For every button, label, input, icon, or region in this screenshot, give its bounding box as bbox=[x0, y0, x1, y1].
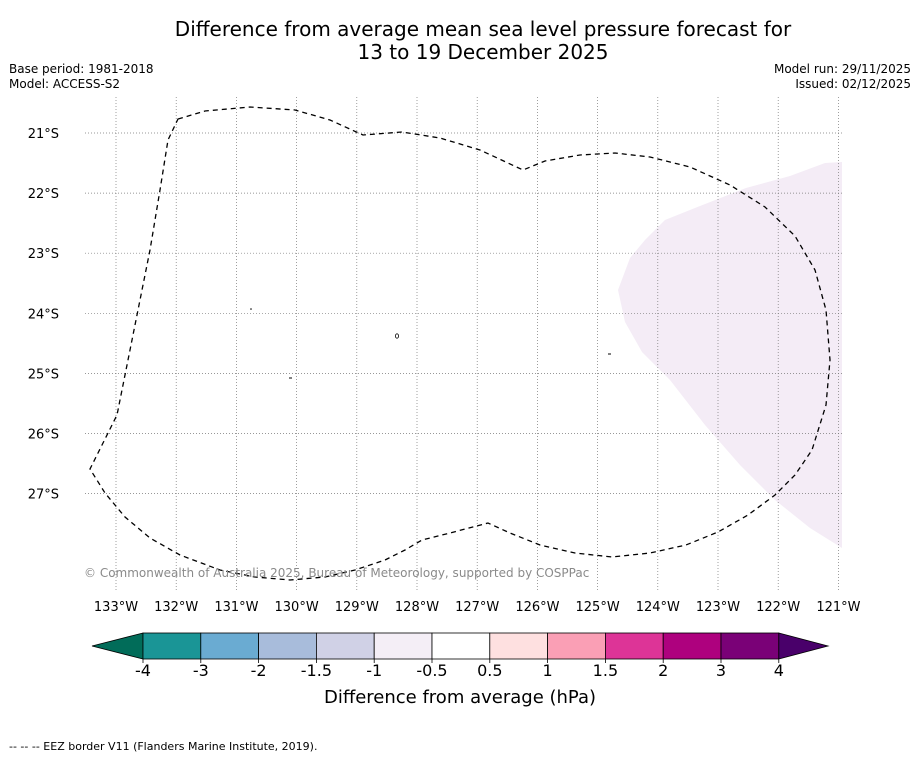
longitude-label: 124°W bbox=[636, 600, 680, 615]
colorbar-swatch bbox=[200, 632, 260, 660]
colorbar-tick-label: 3 bbox=[716, 661, 726, 680]
colorbar-swatch bbox=[662, 632, 722, 660]
latitude-label: 25°S bbox=[28, 367, 59, 382]
colorbar-swatch bbox=[547, 632, 606, 660]
colorbar-tick-label: -1.5 bbox=[301, 661, 332, 680]
longitude-label: 123°W bbox=[696, 600, 740, 615]
longitude-label: 133°W bbox=[94, 600, 138, 615]
positive-anomaly-region bbox=[618, 162, 842, 548]
latitude-labels: 21°S 22°S 23°S 24°S 25°S 26°S 27°S bbox=[28, 127, 59, 503]
longitude-labels: 133°W 132°W 131°W 130°W 129°W 128°W 127°W 126°W… bbox=[94, 600, 861, 615]
colorbar-swatch bbox=[431, 632, 491, 660]
longitude-label: 122°W bbox=[756, 600, 800, 615]
issued-date: Issued: 02/12/2025 bbox=[795, 77, 911, 91]
longitude-label: 121°W bbox=[816, 600, 860, 615]
colorbar-extend-low bbox=[91, 632, 144, 660]
map-plot: © Commonwealth of Australia 2025, Bureau… bbox=[28, 97, 861, 615]
colorbar-tick-label: -4 bbox=[135, 661, 151, 680]
latitude-label: 26°S bbox=[28, 428, 59, 443]
eez-legend-note: -- -- -- EEZ border V11 (Flanders Marine… bbox=[9, 740, 318, 753]
colorbar-swatch bbox=[720, 632, 780, 660]
latitude-label: 21°S bbox=[28, 127, 59, 142]
colorbar-tick-label: -1 bbox=[366, 661, 382, 680]
title-line-1: Difference from average mean sea level p… bbox=[174, 17, 792, 41]
colorbar-tick-label: -2 bbox=[251, 661, 267, 680]
colorbar-swatch bbox=[258, 632, 317, 660]
colorbar-swatch bbox=[373, 632, 433, 660]
latitude-label: 27°S bbox=[28, 488, 59, 503]
chart-title: Difference from average mean sea level p… bbox=[0, 18, 919, 64]
eez-border bbox=[89, 106, 831, 581]
latitude-label: 24°S bbox=[28, 307, 59, 322]
latitude-label: 22°S bbox=[28, 187, 59, 202]
colorbar-swatch bbox=[605, 632, 664, 660]
island-mark bbox=[250, 308, 252, 310]
longitude-label: 125°W bbox=[576, 600, 620, 615]
base-period: Base period: 1981-2018 bbox=[9, 62, 154, 76]
longitude-label: 132°W bbox=[154, 600, 198, 615]
colorbar-tick-label: 4 bbox=[774, 661, 784, 680]
colorbar-tick-label: 0.5 bbox=[477, 661, 502, 680]
eez-border-line bbox=[89, 106, 831, 581]
meta-right: Model run: 29/11/2025 Issued: 02/12/2025 bbox=[774, 62, 911, 92]
title-line-2: 13 to 19 December 2025 bbox=[357, 40, 609, 64]
colorbar-title: Difference from average (hPa) bbox=[324, 687, 596, 708]
colorbar-swatches bbox=[91, 632, 830, 660]
colorbar-tick-label: -3 bbox=[193, 661, 209, 680]
colorbar-tick-labels: -4 -3 -2 -1.5 -1 -0.5 0.5 1 1.5 2 3 4 bbox=[135, 659, 784, 680]
colorbar-swatch bbox=[315, 632, 375, 660]
model-name: Model: ACCESS-S2 bbox=[9, 77, 121, 91]
island-mark bbox=[394, 333, 399, 339]
longitude-label: 131°W bbox=[214, 600, 258, 615]
anomaly-layer bbox=[618, 162, 842, 548]
latitude-label: 23°S bbox=[28, 247, 59, 262]
model-run: Model run: 29/11/2025 bbox=[773, 62, 911, 76]
colorbar-extend-high bbox=[778, 632, 830, 660]
longitude-label: 128°W bbox=[395, 600, 439, 615]
colorbar-swatch bbox=[142, 632, 202, 660]
colorbar: -4 -3 -2 -1.5 -1 -0.5 0.5 1 1.5 2 3 4 Difference fr… bbox=[91, 632, 830, 708]
longitude-label: 130°W bbox=[275, 600, 319, 615]
colorbar-swatch bbox=[489, 632, 548, 660]
colorbar-tick-label: 1.5 bbox=[593, 661, 618, 680]
meta-left: Base period: 1981-2018 Model: ACCESS-S2 bbox=[9, 62, 154, 92]
colorbar-tick-label: 1 bbox=[543, 661, 553, 680]
longitude-label: 126°W bbox=[515, 600, 559, 615]
longitude-label: 127°W bbox=[455, 600, 499, 615]
copyright-notice: © Commonwealth of Australia 2025, Bureau… bbox=[84, 566, 589, 580]
colorbar-tick-label: -0.5 bbox=[416, 661, 447, 680]
colorbar-tick-label: 2 bbox=[658, 661, 668, 680]
longitude-label: 129°W bbox=[335, 600, 379, 615]
graticule bbox=[85, 97, 842, 592]
